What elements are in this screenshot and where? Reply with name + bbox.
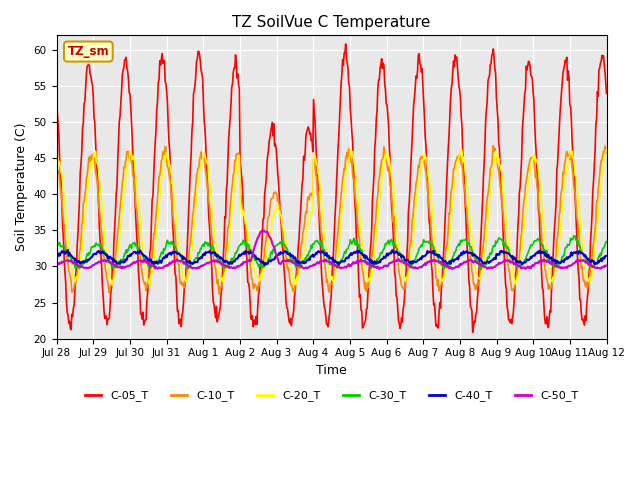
Line: C-30_T: C-30_T <box>56 236 607 269</box>
C-05_T <box>52 95 60 100</box>
C-50_T <box>119 265 127 271</box>
Y-axis label: Soil Temperature (C): Soil Temperature (C) <box>15 123 28 251</box>
C-50_T <box>448 266 456 272</box>
C-20_T <box>603 147 611 153</box>
C-10_T <box>175 263 183 268</box>
C-20_T <box>399 273 407 278</box>
C-30_T <box>204 243 212 249</box>
C-20_T <box>146 282 154 288</box>
Legend: C-05_T, C-10_T, C-20_T, C-30_T, C-40_T, C-50_T: C-05_T, C-10_T, C-20_T, C-30_T, C-40_T, … <box>81 386 582 406</box>
C-10_T <box>216 291 223 297</box>
Line: C-10_T: C-10_T <box>56 145 607 294</box>
C-05_T <box>119 67 127 73</box>
C-40_T <box>176 252 184 257</box>
C-05_T <box>603 91 611 96</box>
C-20_T <box>176 246 184 252</box>
C-50_T <box>52 263 60 269</box>
C-05_T <box>469 329 477 335</box>
C-50_T <box>259 228 266 233</box>
C-10_T <box>603 149 611 155</box>
C-10_T <box>63 253 70 259</box>
C-20_T <box>205 174 212 180</box>
C-10_T <box>415 165 423 170</box>
C-05_T <box>175 321 183 326</box>
C-05_T <box>63 300 70 306</box>
C-30_T <box>63 247 70 253</box>
C-40_T <box>63 250 70 255</box>
C-10_T <box>399 286 407 291</box>
C-30_T <box>119 257 127 263</box>
C-05_T <box>204 192 212 197</box>
C-10_T <box>490 143 497 148</box>
X-axis label: Time: Time <box>316 364 347 377</box>
Line: C-20_T: C-20_T <box>56 149 607 285</box>
C-40_T <box>120 260 128 265</box>
C-30_T <box>415 249 422 255</box>
C-50_T <box>415 264 423 270</box>
C-40_T <box>64 247 72 253</box>
C-10_T <box>119 176 127 181</box>
C-30_T <box>175 251 183 256</box>
C-40_T <box>205 250 212 255</box>
C-10_T <box>204 192 212 197</box>
C-30_T <box>570 233 577 239</box>
C-20_T <box>415 179 423 185</box>
C-20_T <box>52 154 60 160</box>
C-50_T <box>603 263 611 268</box>
C-30_T <box>399 257 406 263</box>
C-50_T <box>175 258 183 264</box>
C-50_T <box>63 258 70 264</box>
Title: TZ SoilVue C Temperature: TZ SoilVue C Temperature <box>232 15 431 30</box>
C-40_T <box>603 253 611 259</box>
Line: C-05_T: C-05_T <box>56 44 607 332</box>
C-30_T <box>477 266 485 272</box>
C-30_T <box>603 239 611 244</box>
Text: TZ_sm: TZ_sm <box>68 45 109 58</box>
C-10_T <box>52 157 60 163</box>
C-20_T <box>63 212 70 217</box>
C-20_T <box>119 194 127 200</box>
C-20_T <box>458 146 465 152</box>
C-05_T <box>399 306 407 312</box>
Line: C-40_T: C-40_T <box>56 250 607 265</box>
C-50_T <box>204 260 212 266</box>
C-30_T <box>52 246 60 252</box>
C-40_T <box>52 255 60 261</box>
Line: C-50_T: C-50_T <box>56 230 607 269</box>
C-40_T <box>400 254 408 260</box>
C-40_T <box>260 263 268 268</box>
C-05_T <box>342 41 349 47</box>
C-05_T <box>415 51 423 57</box>
C-50_T <box>399 259 407 265</box>
C-40_T <box>416 256 424 262</box>
